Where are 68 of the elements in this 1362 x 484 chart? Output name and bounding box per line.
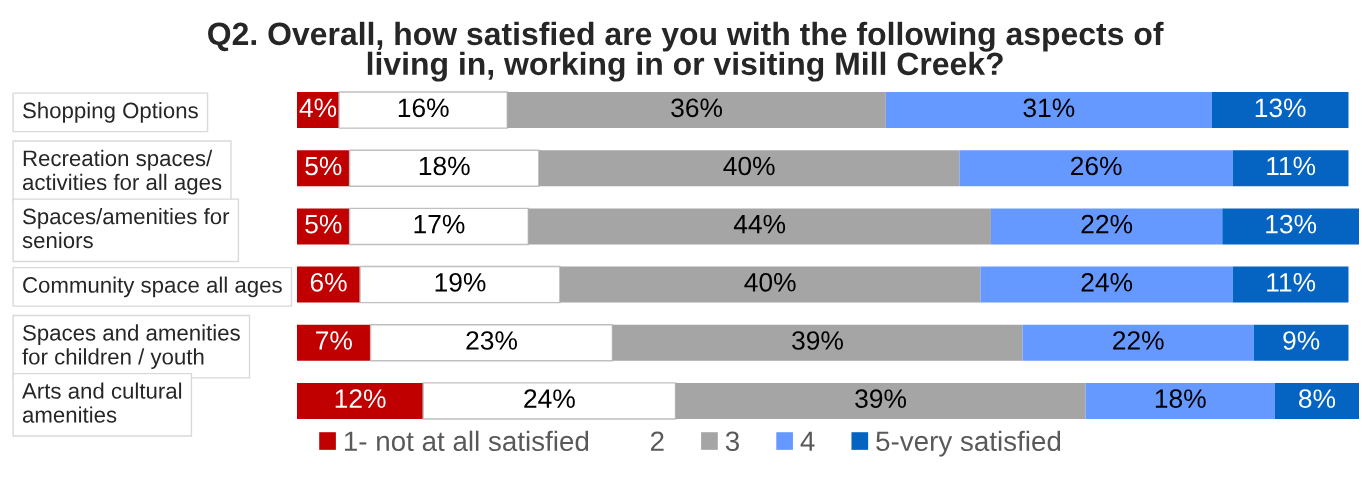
data-label: 24% bbox=[1081, 272, 1133, 292]
y-tick-label: Spaces/amenities for seniors bbox=[22, 208, 230, 249]
data-label: 5% bbox=[305, 156, 342, 176]
bar bbox=[612, 324, 1023, 361]
bar bbox=[1232, 266, 1349, 303]
data-label: 31% bbox=[1023, 98, 1075, 118]
bar bbox=[528, 208, 991, 245]
data-label: 5% bbox=[305, 214, 342, 234]
data-label: 12% bbox=[335, 389, 386, 408]
data-label: 40% bbox=[723, 156, 775, 176]
bar bbox=[348, 149, 540, 187]
data-label: 40% bbox=[744, 272, 796, 292]
legend-label: 4 bbox=[800, 431, 815, 451]
bar bbox=[297, 382, 424, 419]
bar bbox=[369, 324, 614, 362]
legend-label: 3 bbox=[725, 431, 739, 452]
data-label: 13% bbox=[1255, 98, 1306, 118]
y-tick-label: Shopping Options bbox=[23, 102, 198, 123]
bar bbox=[422, 382, 677, 420]
bar bbox=[1211, 92, 1349, 129]
data-label: 19% bbox=[435, 272, 486, 292]
bar bbox=[990, 208, 1223, 245]
bar bbox=[338, 91, 508, 129]
y-tick-label: Recreation spaces/ activities for all ages bbox=[22, 149, 222, 195]
bar bbox=[538, 150, 960, 187]
data-label: 22% bbox=[1081, 214, 1133, 234]
data-label: 23% bbox=[466, 331, 517, 350]
data-label: 18% bbox=[1155, 389, 1206, 408]
data-label: 24% bbox=[524, 389, 575, 408]
bar bbox=[959, 150, 1233, 187]
data-label: 9% bbox=[1283, 331, 1320, 350]
bar bbox=[885, 92, 1212, 129]
chart-title: Q2. Overall, how satisfied are you with the following aspects of living in, working in or visiting Mill Creek? bbox=[208, 21, 1164, 82]
bar bbox=[1022, 324, 1254, 361]
data-label: 36% bbox=[671, 98, 723, 118]
legend-label: 5-very satisfied bbox=[876, 430, 1061, 457]
y-tick-label: Arts and cultural amenities bbox=[22, 382, 182, 423]
bar bbox=[980, 266, 1233, 303]
data-label: 8% bbox=[1299, 389, 1336, 408]
bar bbox=[359, 265, 561, 304]
data-label: 44% bbox=[733, 214, 786, 234]
bar bbox=[297, 324, 371, 361]
data-label: 6% bbox=[310, 272, 347, 292]
series-label: 2 bbox=[650, 431, 664, 451]
y-tick-label: Community space all ages bbox=[23, 276, 282, 298]
data-label: 13% bbox=[1266, 214, 1317, 234]
bar bbox=[675, 382, 1086, 419]
data-label: 22% bbox=[1113, 331, 1164, 350]
legend-label: 1- not at all satisfied bbox=[344, 430, 589, 452]
bar bbox=[507, 92, 886, 129]
data-label: 18% bbox=[419, 156, 470, 176]
data-label: 17% bbox=[414, 214, 465, 234]
data-label: 11% bbox=[1267, 156, 1316, 176]
y-tick-label: Spaces and amenities for children / youth bbox=[22, 324, 240, 369]
bar bbox=[1222, 208, 1359, 245]
data-label: 16% bbox=[398, 98, 449, 118]
data-label: 39% bbox=[792, 331, 843, 350]
bar bbox=[559, 266, 981, 303]
data-label: 39% bbox=[855, 389, 907, 408]
data-label: 7% bbox=[316, 331, 352, 350]
bar bbox=[1232, 150, 1349, 187]
bar bbox=[1085, 382, 1275, 419]
data-label: 4% bbox=[299, 98, 337, 118]
bar bbox=[1274, 382, 1359, 419]
bar bbox=[348, 207, 530, 246]
data-label: 26% bbox=[1071, 156, 1122, 176]
bar bbox=[1253, 324, 1349, 361]
data-label: 11% bbox=[1267, 273, 1316, 292]
